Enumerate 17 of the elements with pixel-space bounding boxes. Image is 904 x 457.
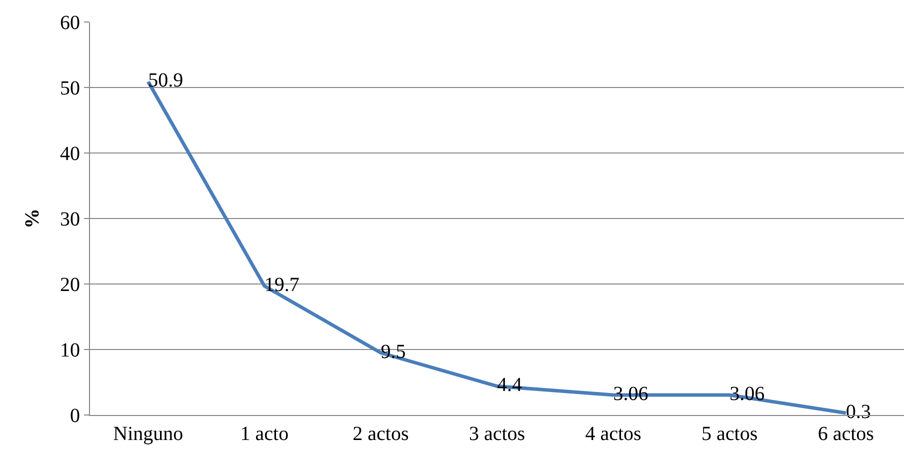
y-tick-label: 40 <box>60 143 80 165</box>
x-tick-label: 1 acto <box>240 423 289 445</box>
x-tick-label: Ninguno <box>113 423 184 445</box>
y-tick-label: 10 <box>60 340 80 362</box>
y-tick-label: 60 <box>60 12 80 34</box>
y-tick-label: 0 <box>70 405 80 427</box>
data-label: 50.9 <box>148 70 184 92</box>
x-tick-label: 4 actos <box>585 423 642 445</box>
y-tick-label: 30 <box>60 208 80 230</box>
y-tick-label: 20 <box>60 274 80 296</box>
x-tick-label: 3 actos <box>468 423 526 445</box>
x-tick-label: 6 actos <box>818 423 874 445</box>
y-tick-label: 50 <box>60 78 80 100</box>
x-tick-label: 5 actos <box>702 423 758 445</box>
y-axis-title: % <box>22 208 44 228</box>
x-tick-label: 2 actos <box>352 423 409 445</box>
data-label: 19.7 <box>264 274 300 296</box>
